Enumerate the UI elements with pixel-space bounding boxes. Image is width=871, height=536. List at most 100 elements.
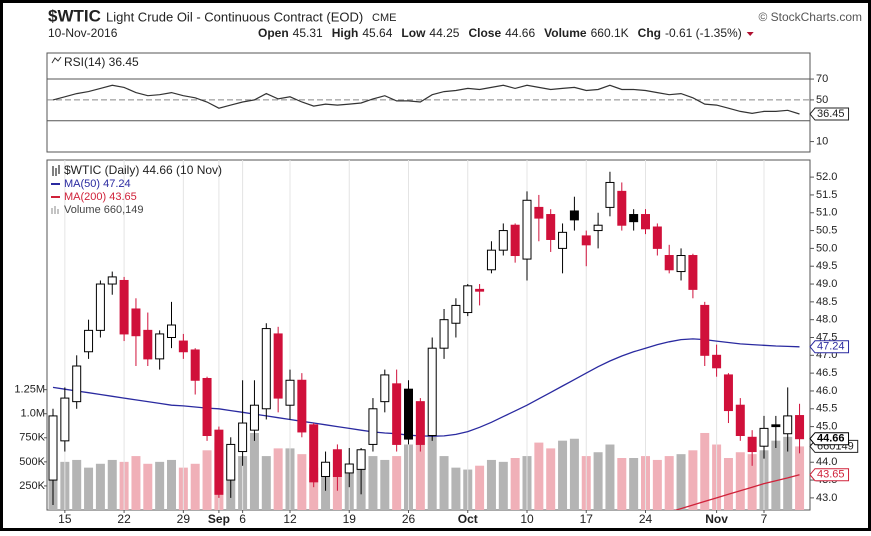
candle-body: [309, 424, 319, 483]
x-tick-label: 15: [58, 512, 72, 526]
volume-bar: [297, 454, 307, 510]
y-tick-label: 46.5: [816, 367, 837, 379]
candle-body: [652, 226, 662, 249]
x-tick-label: 7: [761, 512, 768, 526]
legend-entry: Volume 660,149: [64, 204, 144, 216]
candle-body: [783, 415, 793, 435]
volume-bar: [771, 440, 781, 510]
candle-body: [581, 235, 591, 246]
stat-value: -0.61 (-1.35%): [665, 26, 742, 40]
stat-label: Volume: [544, 26, 587, 40]
y-tick-label: 43.0: [816, 492, 837, 504]
candle-body: [700, 304, 710, 356]
candle-body: [226, 443, 236, 481]
stat-label: Chg: [638, 26, 661, 40]
candle-body: [380, 374, 390, 403]
x-tick-label: 29: [177, 512, 191, 526]
legend-icon: [51, 206, 59, 214]
candle-body: [202, 377, 212, 437]
ma-value-tag-text: 47.24: [817, 341, 845, 353]
y-tick-label: 49.0: [816, 278, 837, 290]
candle-body: [356, 449, 366, 470]
y-tick-label: 48.5: [816, 296, 837, 308]
stat-value: 45.31: [293, 26, 323, 40]
volume-bar: [249, 432, 259, 510]
volume-bar: [617, 458, 627, 510]
candle-body: [415, 401, 425, 445]
candle-body: [688, 255, 698, 290]
candle-body: [475, 288, 485, 292]
x-tick-label: 6: [239, 512, 246, 526]
candle-body: [629, 214, 639, 223]
change-arrow: [746, 32, 754, 36]
candle-body: [119, 279, 129, 335]
x-tick-label: 17: [580, 512, 594, 526]
x-tick-label: 12: [283, 512, 297, 526]
volume-bar: [72, 459, 82, 510]
volume-bar: [107, 459, 117, 510]
y2-tick-label: 500K: [19, 456, 45, 468]
candle-body: [439, 319, 449, 349]
volume-bar: [95, 463, 105, 510]
y-tick-label: 45.0: [816, 421, 837, 433]
candle-body: [404, 388, 413, 440]
candle-body: [332, 449, 342, 477]
volume-bar: [190, 463, 200, 510]
candle-body: [297, 379, 307, 433]
volume-bar: [534, 442, 544, 510]
rsi-value-tag-box: [809, 107, 850, 121]
candle-body: [238, 422, 248, 453]
date: 10-Nov-2016: [48, 26, 118, 40]
x-tick-label: 19: [343, 512, 357, 526]
symbol: $WTIC: [48, 6, 101, 25]
candle-body: [795, 415, 805, 440]
legend-icon: [52, 165, 60, 176]
candle-body: [273, 333, 283, 399]
y-tick-label: 50: [816, 94, 828, 106]
y-tick-label: 48.0: [816, 314, 837, 326]
candle-body: [712, 354, 722, 369]
legend: $WTIC (Daily) 44.66 (10 Nov)MA(50) 47.24…: [51, 163, 222, 216]
volume-bar: [155, 461, 165, 510]
candle-body: [344, 463, 354, 474]
volume-bar: [167, 459, 176, 510]
volume-bar: [309, 467, 319, 510]
volume-bar: [629, 458, 639, 510]
volume-bar: [392, 456, 402, 510]
y2-tick-label: 1.0M: [21, 408, 45, 420]
source: © StockCharts.com: [758, 10, 862, 24]
candle-body: [72, 365, 82, 403]
volume-bar: [143, 463, 153, 510]
volume-bar: [700, 432, 710, 510]
volume-bar: [783, 436, 793, 510]
y-tick-label: 70: [816, 73, 828, 85]
x-tick-label: Nov: [705, 512, 728, 526]
candle-body: [747, 436, 757, 453]
x-tick-label: 24: [639, 512, 653, 526]
x-tick-label: 22: [117, 512, 131, 526]
volume-bar: [569, 438, 579, 510]
candle-body: [641, 214, 650, 230]
candle-body: [510, 224, 520, 257]
y-tick-label: 51.0: [816, 207, 837, 219]
candle-body: [427, 347, 437, 437]
candle-body: [368, 408, 378, 445]
y-tick-label: 45.5: [816, 403, 837, 415]
candle-body: [558, 231, 568, 249]
volume-bar: [202, 450, 212, 510]
volume-bar: [261, 456, 271, 510]
volume-bar: [498, 461, 508, 510]
candle-body: [569, 210, 579, 221]
candle-body: [155, 333, 165, 360]
rsi-value-tag-text: 36.45: [817, 108, 845, 120]
rsi-panel: [46, 52, 811, 153]
candle-body: [723, 374, 733, 412]
volume-bar: [795, 446, 805, 510]
legend-entry: MA(50) 47.24: [64, 178, 131, 190]
candle-body: [735, 404, 745, 437]
volume-bar: [735, 452, 745, 510]
candle-body: [48, 415, 58, 481]
candle-body: [285, 379, 295, 406]
y-tick-label: 10: [816, 135, 828, 147]
